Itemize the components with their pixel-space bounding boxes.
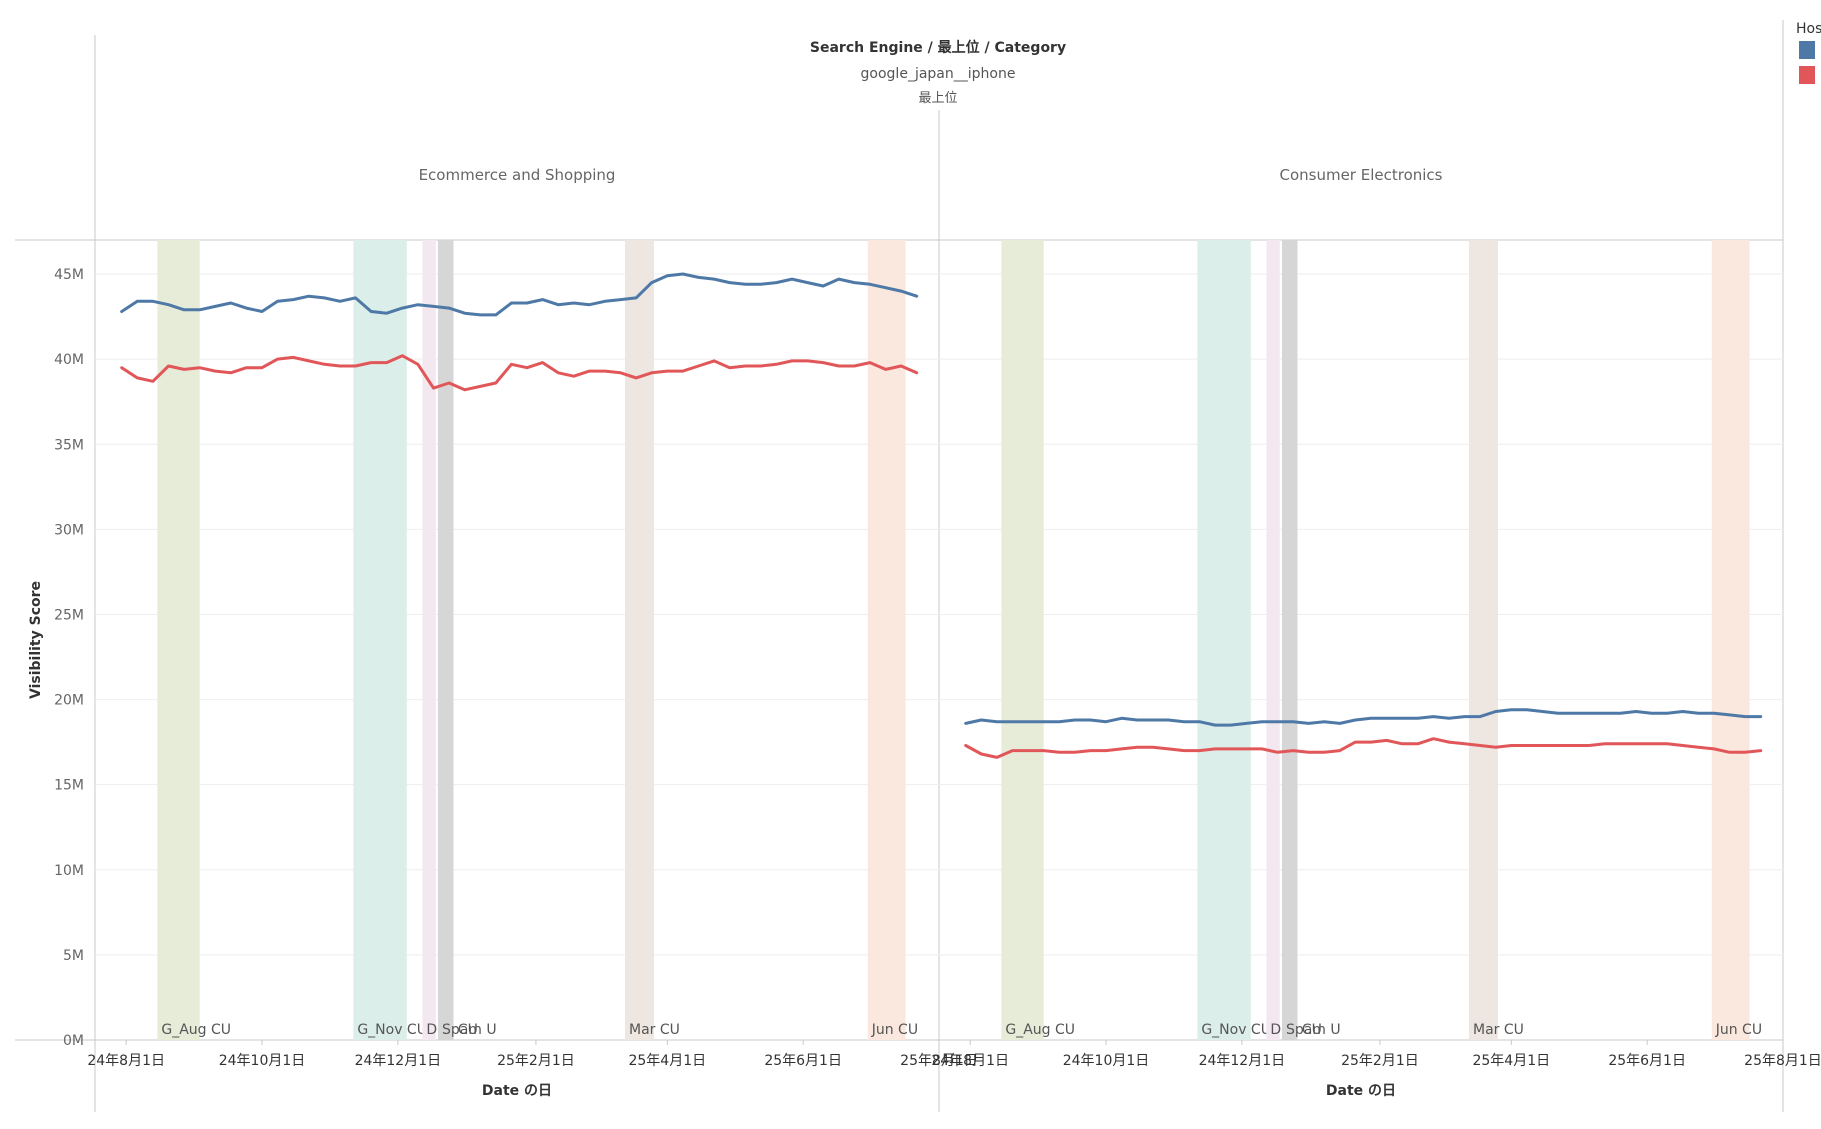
update-band — [1281, 240, 1298, 1040]
series-line-1 — [964, 708, 1763, 727]
update-band — [1711, 240, 1750, 1040]
y-tick-label: 10M — [54, 863, 84, 879]
band-label: Spam U — [442, 1022, 497, 1038]
legend-title: Hos — [1796, 21, 1821, 37]
x-axis-title: Date の日 — [482, 1083, 552, 1099]
x-tick-label: 25年6月1日 — [1608, 1053, 1686, 1069]
band-label: Jun CU — [871, 1022, 918, 1038]
update-band — [1001, 240, 1044, 1040]
header-sub2: 最上位 — [918, 91, 957, 106]
header-title: Search Engine / 最上位 / Category — [810, 39, 1066, 56]
update-band — [1197, 240, 1251, 1040]
x-tick-label: 25年2月1日 — [497, 1053, 575, 1069]
band-label: G_Nov CU — [1201, 1022, 1271, 1038]
update-band — [157, 240, 200, 1040]
series-line-2 — [964, 737, 1763, 759]
x-tick-label: 25年8月1日 — [900, 1053, 978, 1069]
band-label: G_Nov CU — [357, 1022, 427, 1038]
x-axis-title: Date の日 — [1326, 1083, 1396, 1099]
y-tick-label: 25M — [54, 607, 84, 623]
x-tick-label: 24年8月1日 — [87, 1053, 165, 1069]
band-label: G_Aug CU — [161, 1022, 231, 1038]
series-line-1 — [120, 272, 919, 317]
x-tick-label: 24年12月1日 — [1199, 1053, 1286, 1069]
y-tick-label: 45M — [54, 267, 84, 283]
y-tick-label: 20M — [54, 693, 84, 709]
x-tick-label: 25年6月1日 — [764, 1053, 842, 1069]
x-tick-label: 24年12月1日 — [355, 1053, 442, 1069]
band-label: G_Aug CU — [1005, 1022, 1075, 1038]
y-tick-label: 30M — [54, 522, 84, 538]
update-band — [867, 240, 906, 1040]
x-tick-label: 25年2月1日 — [1341, 1053, 1419, 1069]
x-tick-label: 25年4月1日 — [628, 1053, 706, 1069]
y-tick-label: 0M — [63, 1033, 84, 1049]
series-line-2 — [120, 354, 919, 392]
update-band — [422, 240, 436, 1040]
legend-swatch-series-1[interactable] — [1799, 41, 1815, 59]
update-band — [1266, 240, 1280, 1040]
x-tick-label: 25年8月1日 — [1744, 1053, 1821, 1069]
band-label: Spam U — [1286, 1022, 1341, 1038]
update-band — [437, 240, 454, 1040]
x-tick-label: 24年10月1日 — [1063, 1053, 1150, 1069]
update-band — [1469, 240, 1498, 1040]
update-band — [625, 240, 654, 1040]
band-label: Jun CU — [1715, 1022, 1762, 1038]
x-tick-label: 24年8月1日 — [931, 1053, 1009, 1069]
panel-title: Consumer Electronics — [1279, 166, 1442, 184]
band-label: Mar CU — [629, 1022, 680, 1038]
y-axis-title: Visibility Score — [28, 581, 44, 699]
update-band — [353, 240, 407, 1040]
y-tick-label: 35M — [54, 437, 84, 453]
x-tick-label: 24年10月1日 — [219, 1053, 306, 1069]
band-label: Mar CU — [1473, 1022, 1524, 1038]
y-tick-label: 5M — [63, 948, 84, 964]
legend-swatch-series-2[interactable] — [1799, 66, 1815, 84]
header-subtitle: google_japan__iphone — [861, 66, 1016, 82]
y-tick-label: 40M — [54, 352, 84, 368]
panel-title: Ecommerce and Shopping — [419, 166, 616, 184]
y-tick-label: 15M — [54, 778, 84, 794]
x-tick-label: 25年4月1日 — [1472, 1053, 1550, 1069]
